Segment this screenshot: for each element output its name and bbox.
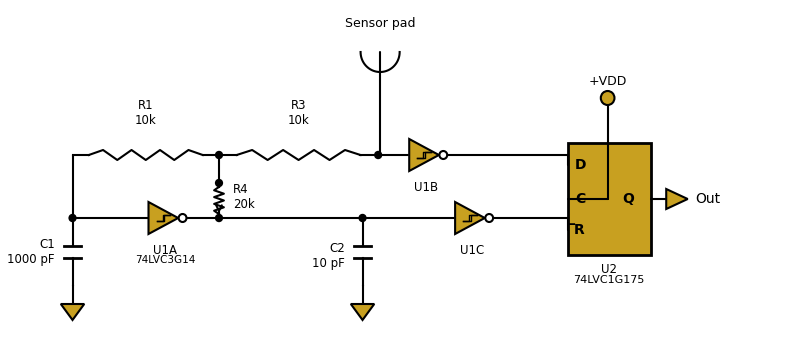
Polygon shape	[666, 189, 688, 209]
Polygon shape	[455, 202, 485, 234]
FancyBboxPatch shape	[568, 143, 650, 255]
Polygon shape	[61, 304, 84, 320]
Circle shape	[178, 214, 186, 222]
Circle shape	[374, 152, 382, 158]
Polygon shape	[149, 202, 178, 234]
Circle shape	[215, 152, 222, 158]
Text: U2: U2	[601, 263, 617, 276]
Text: R1
10k: R1 10k	[135, 99, 157, 127]
Circle shape	[69, 215, 76, 221]
Circle shape	[215, 215, 222, 221]
Text: D: D	[574, 158, 586, 172]
Text: +VDD: +VDD	[589, 75, 627, 88]
Text: U1A: U1A	[154, 244, 178, 257]
Text: C1
1000 pF: C1 1000 pF	[7, 238, 55, 266]
Text: C: C	[575, 192, 586, 206]
Circle shape	[601, 91, 614, 105]
Text: 74LVC1G175: 74LVC1G175	[574, 275, 645, 285]
Text: ̅R: ̅R	[575, 223, 586, 237]
Text: Q: Q	[622, 192, 634, 206]
Polygon shape	[410, 139, 439, 171]
Circle shape	[486, 214, 493, 222]
Polygon shape	[351, 304, 374, 320]
Text: 74LVC3G14: 74LVC3G14	[135, 255, 195, 265]
Text: R4
20k: R4 20k	[233, 183, 254, 211]
Text: C2
10 pF: C2 10 pF	[312, 243, 345, 270]
Circle shape	[359, 215, 366, 221]
Text: U1B: U1B	[414, 181, 438, 194]
Text: Sensor pad: Sensor pad	[345, 17, 415, 30]
Circle shape	[215, 180, 222, 186]
Text: Out: Out	[695, 192, 721, 206]
Text: R3
10k: R3 10k	[288, 99, 310, 127]
Circle shape	[439, 151, 447, 159]
Text: U1C: U1C	[460, 244, 484, 257]
